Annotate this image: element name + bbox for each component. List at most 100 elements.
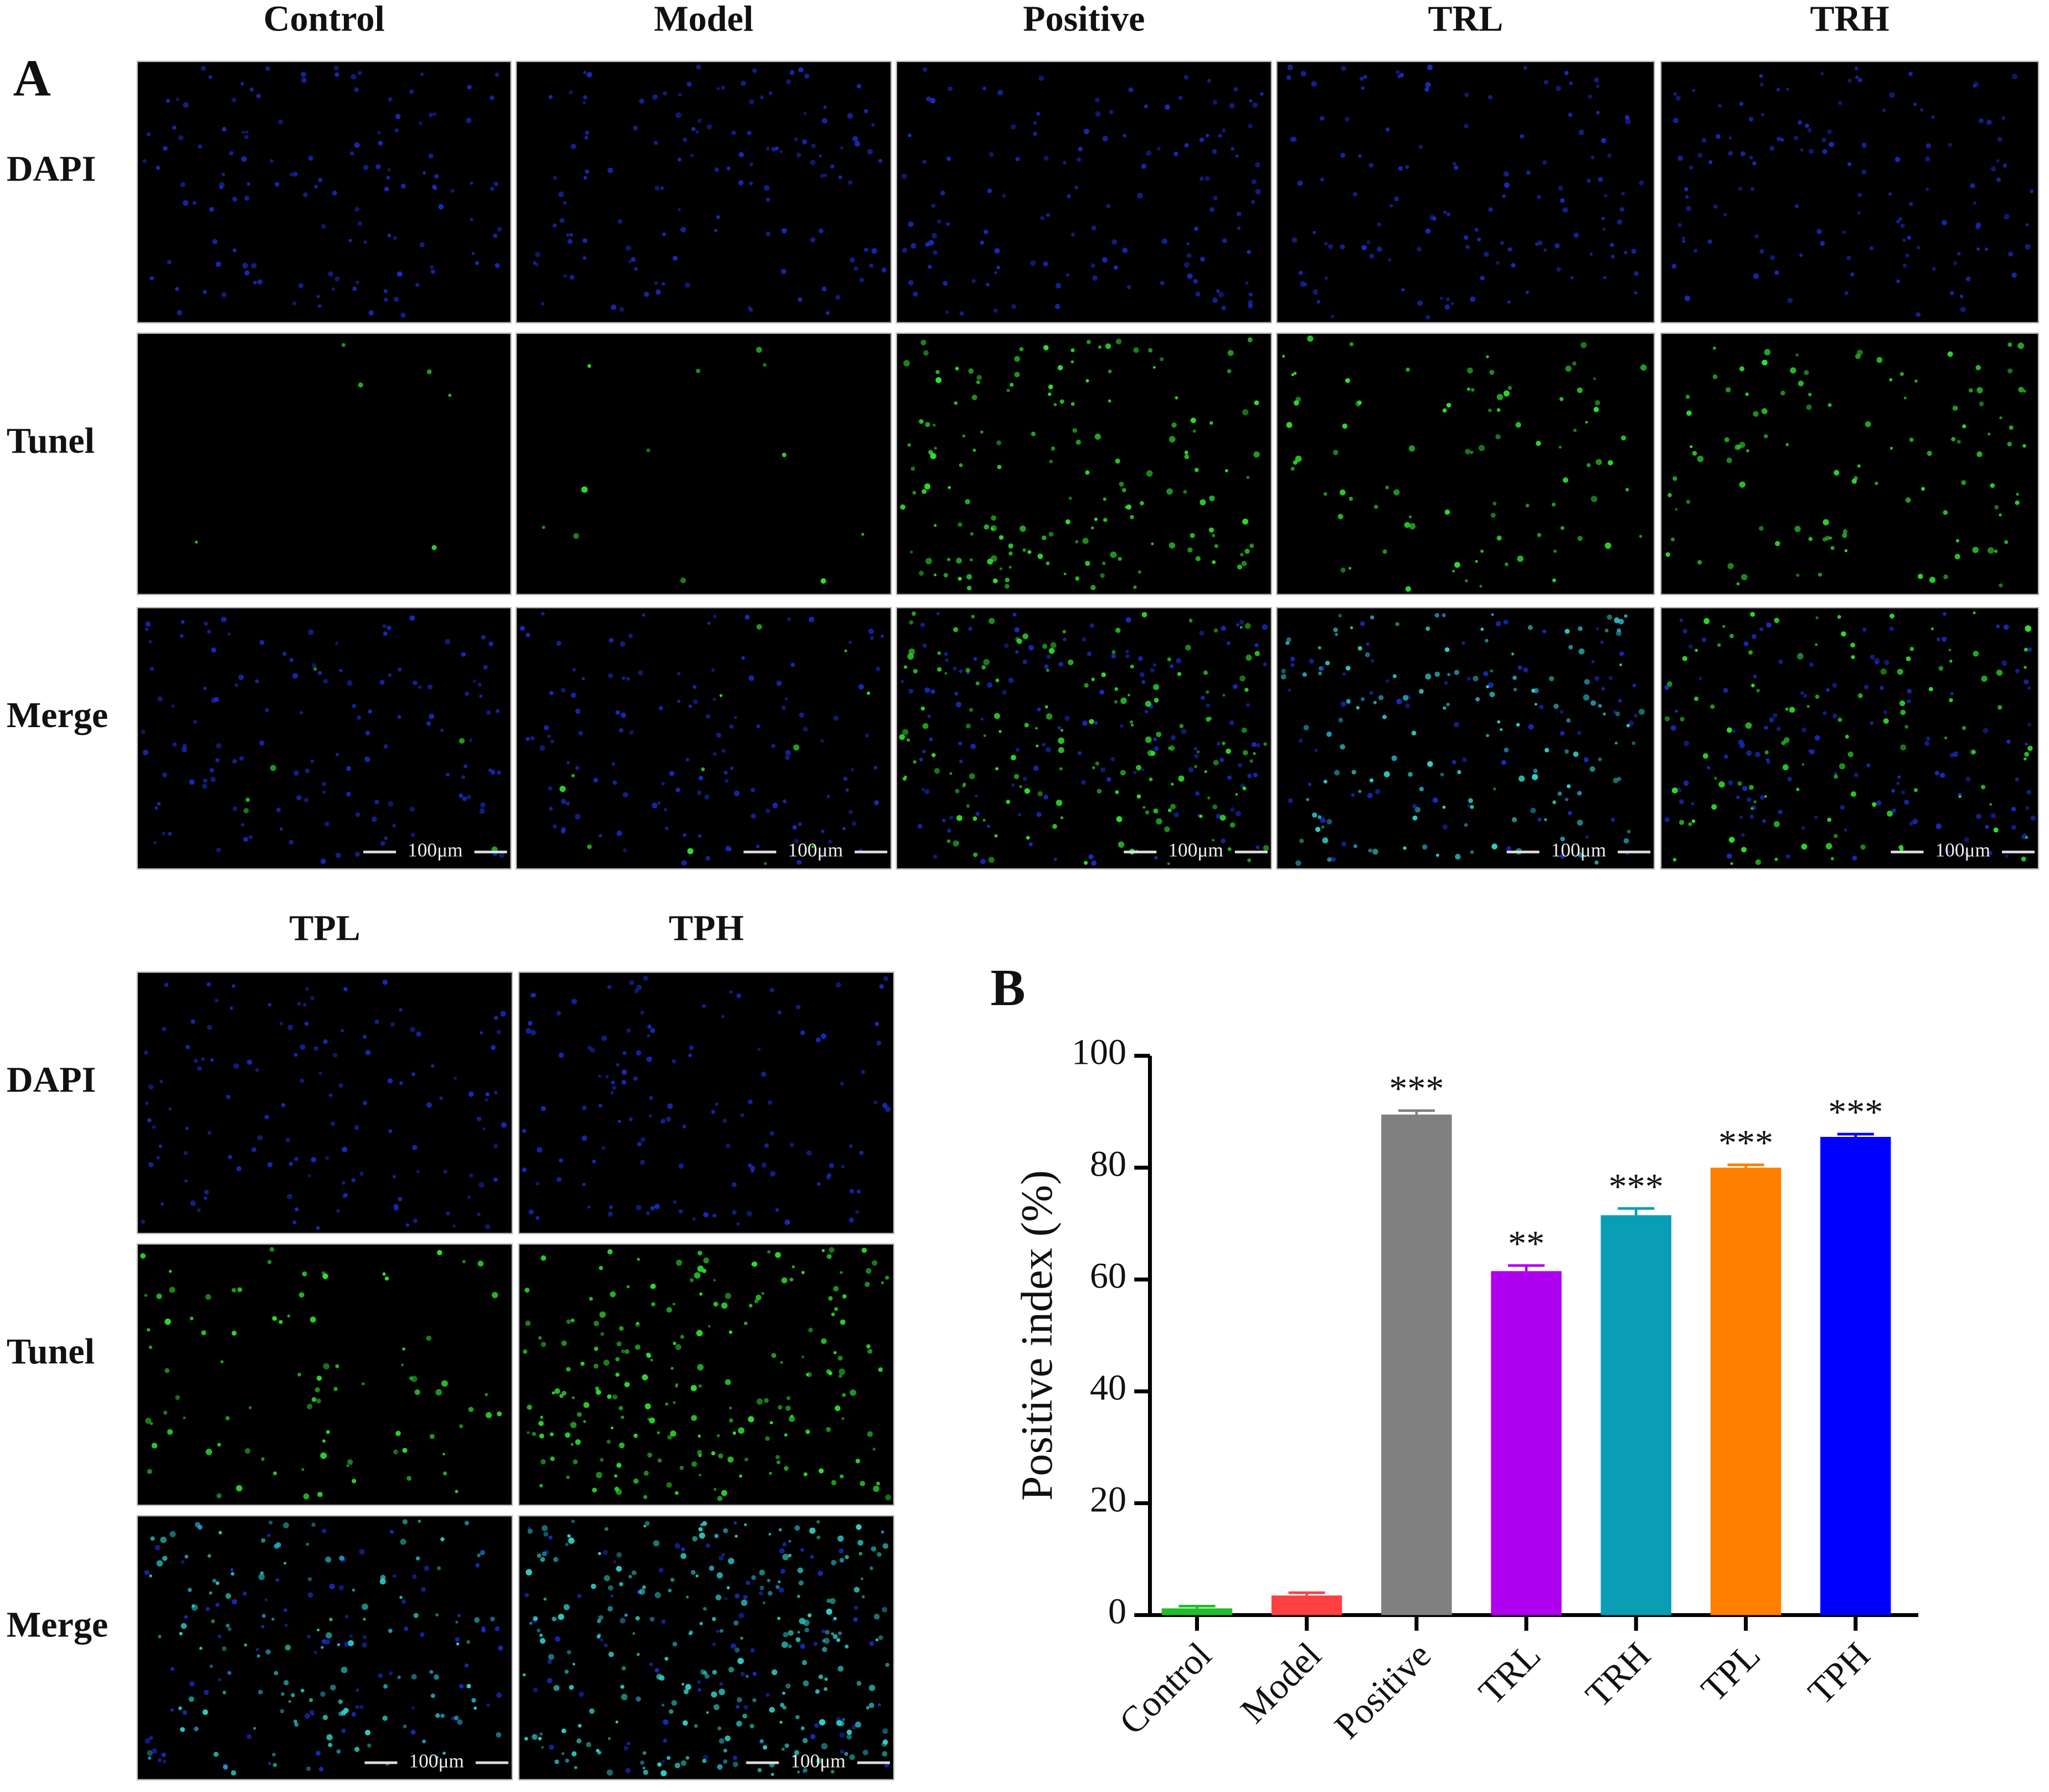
apoptotic-cell <box>1837 717 1842 722</box>
nucleus <box>1300 70 1306 76</box>
apoptotic-cell <box>621 1415 625 1419</box>
apoptotic-cell <box>1060 729 1064 732</box>
apoptotic-cell <box>1755 859 1761 866</box>
nucleus <box>207 1024 212 1030</box>
apoptotic-cell <box>540 1459 546 1465</box>
nucleus <box>307 1592 313 1598</box>
apoptotic-cell <box>856 1681 862 1686</box>
apoptotic-cell <box>1914 379 1918 383</box>
nucleus <box>392 1175 397 1179</box>
apoptotic-cell <box>1614 741 1618 745</box>
apoptotic-cell <box>782 1632 789 1637</box>
apoptotic-cell <box>970 532 974 536</box>
nucleus <box>388 97 393 102</box>
nucleus <box>341 1181 346 1185</box>
apoptotic-cell <box>326 1734 333 1740</box>
nucleus <box>1742 786 1748 791</box>
apoptotic-cell <box>1496 535 1502 541</box>
nucleus <box>452 1224 456 1228</box>
apoptotic-cell <box>554 1388 560 1394</box>
apoptotic-cell <box>785 1683 791 1689</box>
nucleus <box>433 186 437 190</box>
nucleus <box>1752 161 1757 166</box>
nucleus <box>709 1566 714 1571</box>
nucleus <box>1739 815 1743 820</box>
x-tick-label: TRL <box>1471 1635 1548 1712</box>
nucleus <box>1764 725 1768 730</box>
apoptotic-cell <box>2018 387 2024 393</box>
nucleus <box>641 613 646 617</box>
micrograph: 100μm <box>895 607 1273 870</box>
nucleus <box>828 1163 835 1168</box>
nucleus <box>1904 800 1909 805</box>
nucleus <box>1439 296 1443 300</box>
nucleus <box>475 261 480 265</box>
apoptotic-cell <box>442 1752 446 1755</box>
nucleus <box>399 1008 403 1012</box>
apoptotic-cell <box>1120 770 1126 776</box>
nucleus <box>388 1129 393 1134</box>
apoptotic-cell <box>1019 347 1024 352</box>
apoptotic-cell <box>781 452 787 457</box>
nucleus <box>493 1090 498 1095</box>
apoptotic-cell <box>868 1702 874 1708</box>
apoptotic-cell <box>1199 814 1203 818</box>
nucleus <box>334 72 339 77</box>
nucleus <box>1200 695 1206 701</box>
apoptotic-cell <box>455 1490 459 1494</box>
apoptotic-cell <box>756 347 763 353</box>
nucleus <box>1625 119 1631 125</box>
apoptotic-cell <box>225 1624 230 1628</box>
nucleus <box>1154 856 1158 860</box>
nucleus <box>335 641 338 645</box>
nucleus <box>302 1002 307 1007</box>
nucleus <box>324 821 330 827</box>
nucleus <box>498 1645 503 1651</box>
apoptotic-cell <box>362 1382 365 1386</box>
nucleus <box>349 151 354 156</box>
nucleus <box>1760 113 1764 117</box>
nucleus <box>1233 684 1238 689</box>
nucleus <box>424 1565 430 1572</box>
apoptotic-cell <box>650 1358 653 1362</box>
nucleus <box>242 262 248 269</box>
apoptotic-cell <box>1488 408 1492 413</box>
nucleus <box>1245 281 1249 285</box>
nucleus <box>1675 709 1679 713</box>
nucleus <box>1996 624 2000 629</box>
apoptotic-cell <box>274 1671 279 1676</box>
column-label: TPH <box>669 908 744 949</box>
nucleus <box>1370 615 1374 620</box>
apoptotic-cell <box>1672 476 1677 481</box>
apoptotic-cell <box>837 1355 843 1361</box>
nucleus <box>1255 845 1260 849</box>
scale-bar-label: 100μm <box>409 1749 464 1772</box>
apoptotic-cell <box>736 1721 743 1727</box>
nucleus <box>1326 818 1332 825</box>
nucleus <box>928 264 932 269</box>
apoptotic-cell <box>1764 795 1767 798</box>
nucleus <box>1125 654 1130 658</box>
apoptotic-cell <box>1425 626 1430 631</box>
nucleus <box>522 1167 527 1172</box>
nucleus <box>294 770 299 776</box>
nucleus <box>267 1162 273 1167</box>
nucleus <box>559 1158 563 1163</box>
apoptotic-cell <box>1763 434 1768 439</box>
apoptotic-cell <box>587 844 592 849</box>
nucleus <box>218 1678 222 1682</box>
nucleus <box>466 117 472 123</box>
nucleus <box>1058 661 1064 667</box>
apoptotic-cell <box>562 1391 567 1396</box>
nucleus <box>646 1034 650 1038</box>
nucleus <box>1559 709 1564 714</box>
nucleus <box>433 112 437 116</box>
nucleus <box>1809 662 1814 667</box>
nucleus <box>672 1641 677 1647</box>
apoptotic-cell <box>570 1422 577 1428</box>
apoptotic-cell <box>1930 627 1934 631</box>
nucleus <box>1772 713 1778 718</box>
nucleus <box>751 1575 756 1580</box>
nucleus <box>351 1178 356 1182</box>
apoptotic-cell <box>861 1577 863 1580</box>
